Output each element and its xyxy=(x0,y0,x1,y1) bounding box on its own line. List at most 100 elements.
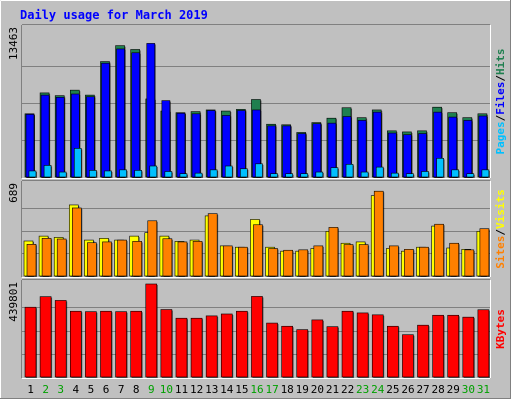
bar-kbytes-day-14 xyxy=(220,313,233,378)
bar-sites-day-4 xyxy=(71,207,82,277)
x-tick-label-day-22: 22 xyxy=(341,383,354,396)
bar-sites-day-3 xyxy=(56,238,67,277)
legend-text: Sites/Visits xyxy=(494,189,507,269)
bar-pages-day-10 xyxy=(164,171,173,178)
bar-files-day-17 xyxy=(267,125,276,178)
bar-files-day-26 xyxy=(403,134,412,178)
bar-kbytes-day-30 xyxy=(462,316,475,378)
bar-pages-day-6 xyxy=(104,170,112,178)
bar-sites-day-29 xyxy=(449,242,460,277)
x-tick-label-day-28: 28 xyxy=(432,383,445,396)
x-tick-label-day-15: 15 xyxy=(235,383,248,396)
bar-pages-day-13 xyxy=(209,169,218,178)
bar-sites-day-2 xyxy=(41,238,52,277)
bar-pages-day-4 xyxy=(73,148,82,178)
x-tick-label-day-12: 12 xyxy=(190,383,203,396)
bar-pages-day-8 xyxy=(134,170,142,178)
panel-top-legend: Pages/Files/Hits xyxy=(494,49,507,155)
panel-middle: 689 Sites/Visits xyxy=(7,180,507,278)
legend-files: Files xyxy=(494,82,507,115)
bar-kbytes-day-9 xyxy=(145,283,158,378)
bar-kbytes-day-20 xyxy=(311,319,324,378)
bar-sites-day-30 xyxy=(464,249,475,277)
bar-pages-day-5 xyxy=(89,170,97,178)
bar-pages-day-16 xyxy=(255,163,263,178)
bar-kbytes-day-25 xyxy=(387,325,399,378)
bar-kbytes-day-17 xyxy=(266,322,278,378)
bar-sites-day-19 xyxy=(298,249,309,277)
bar-files-day-19 xyxy=(297,133,307,178)
bar-pages-day-29 xyxy=(451,169,460,178)
bar-pages-day-19 xyxy=(300,173,309,178)
bar-kbytes-day-4 xyxy=(69,310,82,378)
bar-pages-day-3 xyxy=(58,171,67,178)
bar-pages-day-28 xyxy=(436,158,444,178)
bar-files-day-13 xyxy=(206,110,216,178)
bar-sites-day-13 xyxy=(207,213,218,277)
legend-sites: Sites xyxy=(494,236,507,269)
bar-sites-day-31 xyxy=(479,228,490,277)
bar-kbytes-day-29 xyxy=(447,314,460,378)
bar-kbytes-day-19 xyxy=(296,329,309,378)
bar-sites-day-1 xyxy=(26,244,37,277)
x-tick-label-day-30: 30 xyxy=(462,383,475,396)
bar-files-day-7 xyxy=(116,48,125,178)
bar-sites-day-7 xyxy=(117,239,127,277)
panel-bottom-max-label: 439801 xyxy=(7,282,20,322)
bar-files-day-27 xyxy=(418,133,427,178)
bar-pages-day-11 xyxy=(179,173,188,178)
bar-files-day-5 xyxy=(86,96,95,178)
x-tick-label-day-25: 25 xyxy=(386,383,399,396)
bar-kbytes-day-31 xyxy=(477,309,490,378)
x-tick-label-day-19: 19 xyxy=(296,383,309,396)
legend-separator: / xyxy=(494,114,507,121)
bar-pages-day-15 xyxy=(240,168,248,178)
bar-kbytes-day-5 xyxy=(85,311,97,378)
x-tick-label-day-3: 3 xyxy=(57,383,64,396)
bar-kbytes-day-6 xyxy=(100,310,112,378)
bar-kbytes-day-16 xyxy=(251,296,263,378)
bar-sites-day-25 xyxy=(389,245,399,277)
x-tick-label-day-31: 31 xyxy=(477,383,490,396)
bar-pages-day-7 xyxy=(119,169,127,178)
bar-sites-day-20 xyxy=(313,245,324,277)
bar-pages-day-1 xyxy=(28,170,37,178)
bar-pages-day-30 xyxy=(466,173,475,178)
bar-kbytes-day-22 xyxy=(341,310,354,378)
bar-pages-day-21 xyxy=(330,167,339,178)
x-tick-label-day-17: 17 xyxy=(265,383,278,396)
bar-sites-day-27 xyxy=(419,246,429,277)
bar-sites-day-6 xyxy=(102,241,112,277)
bar-files-day-2 xyxy=(40,94,50,178)
bar-sites-day-16 xyxy=(253,224,263,277)
bar-kbytes-day-1 xyxy=(24,306,37,378)
bar-pages-day-18 xyxy=(285,173,293,178)
x-tick-label-day-4: 4 xyxy=(73,383,80,396)
bar-pages-day-24 xyxy=(375,166,384,178)
bar-files-day-31 xyxy=(478,115,488,178)
bar-sites-day-11 xyxy=(177,241,188,277)
x-tick-label-day-24: 24 xyxy=(371,383,385,396)
x-tick-label-day-29: 29 xyxy=(447,383,460,396)
bar-pages-day-17 xyxy=(270,173,278,178)
bar-files-day-15 xyxy=(237,110,246,178)
bar-pages-day-20 xyxy=(315,171,324,178)
bar-files-day-8 xyxy=(131,52,140,178)
bar-files-day-9 xyxy=(146,43,156,178)
bar-files-day-1 xyxy=(25,114,35,178)
bar-kbytes-day-10 xyxy=(160,309,173,378)
bar-kbytes-day-2 xyxy=(39,296,52,378)
x-tick-label-day-27: 27 xyxy=(416,383,429,396)
bar-pages-day-14 xyxy=(224,165,233,178)
x-tick-label-day-16: 16 xyxy=(250,383,263,396)
bar-pages-day-2 xyxy=(43,165,52,178)
bar-pages-day-23 xyxy=(360,171,369,178)
bar-pages-day-12 xyxy=(194,172,203,178)
bar-sites-day-15 xyxy=(238,246,248,277)
bar-files-day-6 xyxy=(101,62,110,178)
legend-hits: Hits xyxy=(494,49,507,76)
bar-sites-day-21 xyxy=(328,227,339,277)
x-tick-label-day-2: 2 xyxy=(42,383,49,396)
